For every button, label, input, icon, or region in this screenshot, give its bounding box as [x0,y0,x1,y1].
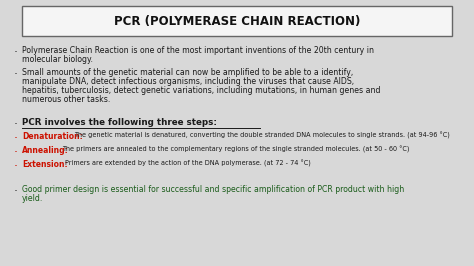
Text: yield.: yield. [22,194,44,203]
Text: PCR involves the following three steps:: PCR involves the following three steps: [22,118,217,127]
Text: Extension:: Extension: [22,160,68,169]
Text: manipulate DNA, detect infectious organisms, including the viruses that cause AI: manipulate DNA, detect infectious organi… [22,77,354,86]
Text: Annealing:: Annealing: [22,146,69,155]
Text: Small amounts of the genetic material can now be amplified to be able to a ident: Small amounts of the genetic material ca… [22,68,353,77]
Text: The primers are annealed to the complementary regions of the single stranded mol: The primers are annealed to the compleme… [62,146,410,153]
Text: hepatitis, tuberculosis, detect genetic variations, including mutations, in huma: hepatitis, tuberculosis, detect genetic … [22,86,381,95]
Text: ·: · [14,160,18,173]
Text: ·: · [14,118,18,131]
Text: Polymerase Chain Reaction is one of the most important inventions of the 20th ce: Polymerase Chain Reaction is one of the … [22,46,374,55]
Text: molecular biology.: molecular biology. [22,55,93,64]
Text: PCR (POLYMERASE CHAIN REACTION): PCR (POLYMERASE CHAIN REACTION) [114,15,360,27]
FancyBboxPatch shape [22,6,452,36]
Text: Primers are extended by the action of the DNA polymerase. (at 72 - 74 °C): Primers are extended by the action of th… [65,160,311,167]
Text: ·: · [14,146,18,159]
Text: ·: · [14,46,18,59]
Text: Denaturation:: Denaturation: [22,132,83,141]
Text: Good primer design is essential for successful and specific amplification of PCR: Good primer design is essential for succ… [22,185,404,194]
Text: numerous other tasks.: numerous other tasks. [22,95,110,104]
Text: ·: · [14,68,18,81]
Text: The genetic material is denatured, converting the double stranded DNA molecules : The genetic material is denatured, conve… [74,132,450,139]
Text: ·: · [14,185,18,198]
Text: ·: · [14,132,18,145]
